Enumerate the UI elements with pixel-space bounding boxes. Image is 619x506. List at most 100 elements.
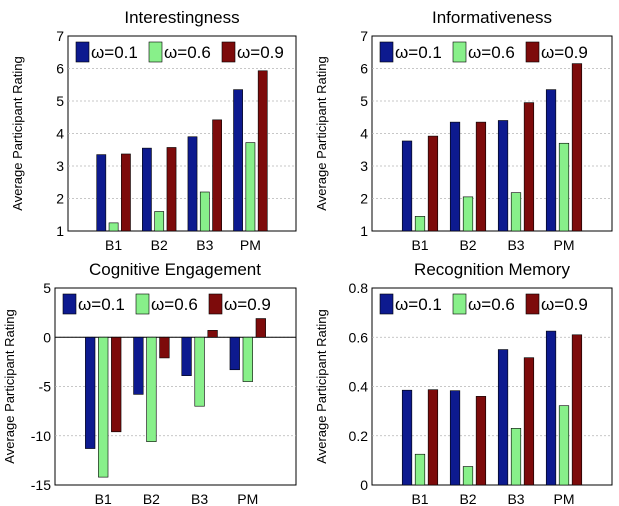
bars	[96, 70, 268, 232]
legend-swatch	[379, 41, 394, 63]
x-tick-label: B1	[411, 237, 428, 253]
bar-b1-series-0	[96, 154, 107, 232]
legend: ω=0.1 ω=0.6 ω=0.9	[379, 41, 588, 63]
bar-b2-series-0	[142, 147, 152, 232]
chart-panel-interestingness: Interestingness Average Participant Rati…	[10, 8, 297, 253]
bars	[401, 63, 583, 232]
bar-pm-series-1	[245, 142, 256, 232]
y-tick-labels: 1 2 3 4 5 6 7	[360, 28, 368, 239]
bar-b2-series-2	[166, 147, 177, 232]
legend-swatch	[379, 293, 394, 315]
y-tick-label: 7	[56, 28, 64, 44]
bar-pm-series-2	[255, 318, 266, 338]
bar-b3-series-2	[523, 357, 535, 486]
x-tick-label: B1	[411, 491, 428, 506]
bar-b2-series-0	[449, 390, 461, 486]
y-tick-label: 1	[56, 223, 64, 239]
y-axis-label: Average Participant Rating	[314, 56, 329, 210]
y-tick-label: 2	[56, 191, 64, 207]
y-axis-label: Average Participant Rating	[314, 309, 329, 463]
legend-label: ω=0.9	[541, 295, 588, 314]
bar-b2-series-2	[475, 121, 487, 232]
x-tick-label: PM	[240, 237, 261, 253]
bar-pm-series-1	[558, 405, 570, 486]
y-tick-label: 0	[43, 329, 51, 345]
legend-label: ω=0.1	[395, 43, 442, 62]
legend-label: ω=0.6	[164, 43, 211, 62]
y-tick-label: 4	[56, 126, 64, 142]
legend-label: ω=0.9	[541, 43, 588, 62]
bar-b3-series-1	[510, 428, 522, 486]
x-tick-label: B1	[95, 491, 112, 506]
y-tick-labels: 0 0.2 0.4 0.6 0.8	[349, 280, 369, 493]
x-tick-labels: B1 B2 B3 PM	[95, 491, 259, 506]
y-tick-labels: 1 2 3 4 5 6 7	[56, 28, 64, 239]
chart-panel-recognition-memory: Recognition Memory Average Participant R…	[314, 260, 613, 506]
bar-pm-series-0	[229, 336, 240, 371]
bar-b3-series-1	[194, 336, 205, 407]
legend-label: ω=0.1	[78, 295, 125, 314]
x-tick-label: B3	[507, 491, 524, 506]
bar-b2-series-1	[146, 336, 157, 442]
legend: ω=0.1 ω=0.6 ω=0.9	[75, 41, 284, 63]
x-tick-labels: B1 B2 B3 PM	[411, 237, 574, 253]
y-tick-label: 0.6	[349, 329, 369, 345]
legend: ω=0.1 ω=0.6 ω=0.9	[62, 293, 271, 315]
x-tick-label: B2	[459, 491, 476, 506]
bar-pm-series-2	[571, 334, 583, 486]
legend-swatch	[135, 293, 150, 315]
bar-b2-series-1	[462, 196, 474, 232]
bar-b3-series-0	[181, 336, 192, 376]
y-tick-label: 3	[56, 158, 64, 174]
x-tick-label: PM	[554, 491, 575, 506]
y-tick-label: -10	[31, 428, 51, 444]
bars	[85, 318, 266, 478]
legend-swatch	[525, 293, 540, 315]
bar-b1-series-2	[427, 389, 439, 486]
bar-b2-series-0	[133, 336, 144, 395]
y-tick-label: 5	[43, 280, 51, 296]
y-tick-label: 0.2	[349, 428, 369, 444]
bar-b1-series-2	[121, 153, 131, 232]
y-axis-label: Average Participant Rating	[2, 309, 17, 463]
y-axis-label: Average Participant Rating	[10, 56, 25, 210]
x-tick-label: PM	[554, 237, 575, 253]
legend-label: ω=0.1	[91, 43, 138, 62]
legend-swatch	[525, 41, 540, 63]
bar-b1-series-1	[414, 216, 426, 232]
bar-b1-series-1	[98, 336, 109, 478]
y-tick-label: 2	[360, 191, 368, 207]
bar-b2-series-2	[159, 336, 170, 359]
legend: ω=0.1 ω=0.6 ω=0.9	[379, 293, 588, 315]
y-tick-label: 3	[360, 158, 368, 174]
bar-b1-series-2	[427, 135, 439, 232]
y-tick-label: 1	[360, 223, 368, 239]
bar-pm-series-2	[257, 70, 268, 232]
bar-b3-series-2	[207, 330, 218, 338]
bar-pm-series-0	[233, 89, 243, 232]
legend-swatch	[208, 293, 223, 315]
y-tick-label: 0.4	[349, 379, 369, 395]
legend-label: ω=0.1	[395, 295, 442, 314]
bar-b3-series-2	[212, 119, 222, 232]
chart-panel-cognitive-engagement: Cognitive Engagement Average Participant…	[2, 260, 297, 506]
y-tick-label: 6	[360, 61, 368, 77]
legend-label: ω=0.9	[237, 43, 284, 62]
x-tick-label: B2	[143, 491, 160, 506]
chart-title: Recognition Memory	[414, 260, 570, 279]
bar-pm-series-1	[242, 336, 253, 382]
bar-b3-series-0	[187, 136, 198, 232]
legend-label: ω=0.6	[151, 295, 198, 314]
x-tick-label: B3	[191, 491, 208, 506]
x-tick-label: B3	[196, 237, 213, 253]
bar-b1-series-1	[414, 453, 426, 486]
chart-title: Interestingness	[124, 8, 239, 27]
y-tick-label: -5	[39, 379, 52, 395]
bar-b1-series-0	[401, 140, 413, 232]
legend-label: ω=0.9	[224, 295, 271, 314]
y-tick-label: 4	[360, 126, 368, 142]
y-tick-label: 5	[56, 93, 64, 109]
x-tick-label: B3	[507, 237, 524, 253]
legend-label: ω=0.6	[468, 43, 515, 62]
